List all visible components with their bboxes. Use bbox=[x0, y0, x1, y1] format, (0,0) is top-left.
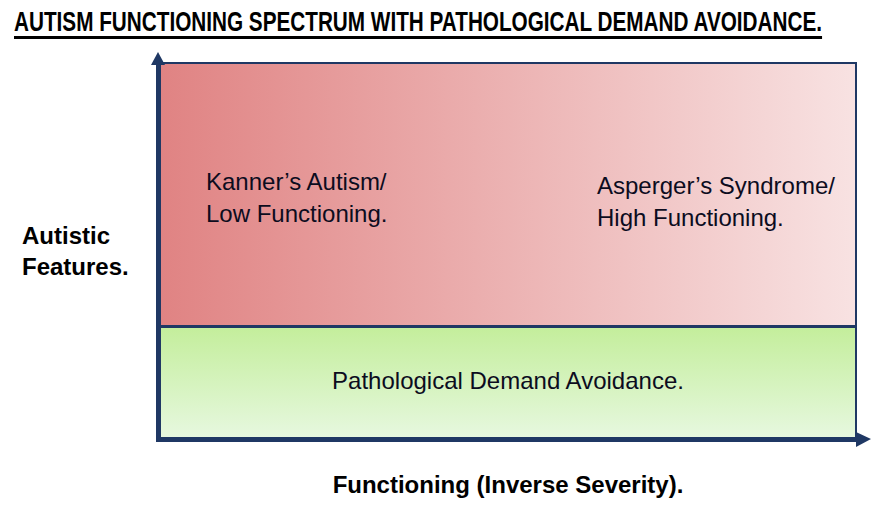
y-axis-label-line: Features. bbox=[22, 251, 129, 282]
kanners-autism-annotation: Kanner’s Autism/ Low Functioning. bbox=[206, 166, 387, 230]
annotation-line: Asperger’s Syndrome/ bbox=[597, 170, 835, 202]
diagram-title: AUTISM FUNCTIONING SPECTRUM WITH PATHOLO… bbox=[14, 6, 822, 38]
annotation-line: Kanner’s Autism/ bbox=[206, 166, 387, 198]
pda-label: Pathological Demand Avoidance. bbox=[332, 367, 684, 395]
autism-spectrum-region: Kanner’s Autism/ Low Functioning. Asperg… bbox=[161, 64, 855, 325]
x-axis-arrow-icon bbox=[856, 432, 871, 447]
plot-area: Kanner’s Autism/ Low Functioning. Asperg… bbox=[159, 62, 857, 441]
pda-region: Pathological Demand Avoidance. bbox=[161, 325, 855, 439]
x-axis-line bbox=[156, 437, 858, 442]
aspergers-syndrome-annotation: Asperger’s Syndrome/ High Functioning. bbox=[597, 170, 835, 234]
y-axis-line bbox=[156, 62, 161, 442]
annotation-line: Low Functioning. bbox=[206, 198, 387, 230]
y-axis-arrow-icon bbox=[151, 52, 165, 65]
x-axis-label: Functioning (Inverse Severity). bbox=[159, 471, 857, 499]
y-axis-label-line: Autistic bbox=[22, 220, 129, 251]
y-axis-label: Autistic Features. bbox=[22, 220, 129, 282]
annotation-line: High Functioning. bbox=[597, 202, 835, 234]
